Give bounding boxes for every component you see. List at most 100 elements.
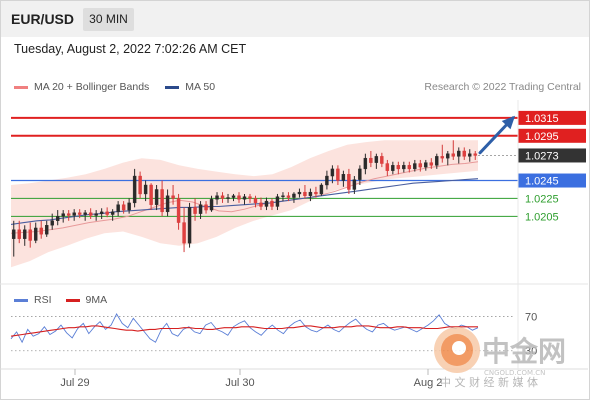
ma20-line — [10, 161, 479, 234]
candle-body — [94, 213, 98, 216]
candle-body — [336, 168, 340, 181]
symbol-label: EUR/USD — [11, 11, 75, 27]
candle-body — [347, 174, 351, 190]
candle-body — [242, 196, 247, 200]
candle-body — [39, 227, 43, 235]
candle-body — [407, 165, 412, 170]
candle-body — [292, 193, 296, 198]
rsi-swatch — [14, 298, 28, 302]
legend-item-rsi: RSI — [14, 294, 52, 306]
candle-body — [413, 163, 417, 170]
candle-body — [198, 204, 203, 214]
candle-body — [369, 157, 373, 163]
candle-body — [138, 175, 142, 195]
9ma-swatch — [65, 298, 80, 302]
legend-item-ma20: MA 20 + Bollinger Bands — [14, 81, 149, 93]
candle-body — [127, 202, 131, 211]
candle-body — [61, 213, 65, 217]
candle-body — [17, 229, 21, 239]
legend-item-9ma: 9MA — [65, 294, 107, 306]
candle-body — [385, 163, 390, 171]
candle-body — [248, 196, 252, 199]
candle-body — [34, 227, 38, 241]
level-label-box — [518, 173, 586, 188]
candle-body — [325, 175, 329, 186]
candle-body — [193, 207, 197, 214]
candle-body — [116, 204, 120, 213]
candle-body — [402, 165, 406, 170]
candle-body — [330, 168, 335, 177]
interval-button[interactable]: 30 MIN — [83, 8, 134, 31]
candle-body — [374, 156, 379, 163]
candle-body — [264, 200, 269, 207]
candle-body — [165, 195, 170, 213]
candle-body — [237, 195, 241, 200]
candle-body — [253, 198, 258, 204]
candle-body — [66, 213, 71, 216]
rsi-level-label: 30 — [525, 346, 537, 358]
watermark-sub: 中 文 财 经 新 媒 体 — [440, 375, 538, 389]
candle-body — [308, 191, 313, 196]
candle-body — [226, 197, 230, 199]
candle-body — [149, 184, 153, 205]
x-tick-label: Jul 30 — [225, 377, 254, 389]
candle-body — [182, 222, 186, 244]
candle-body — [275, 196, 280, 207]
candle-body — [83, 212, 87, 215]
candle-body — [418, 163, 423, 168]
x-tick-label: Jul 29 — [60, 377, 89, 389]
legend-label-ma50: MA 50 — [185, 81, 216, 93]
candle-body — [363, 157, 368, 170]
candle-body — [110, 211, 115, 215]
price-legend: MA 20 + Bollinger Bands MA 50 — [14, 81, 231, 93]
candle-body — [468, 153, 472, 157]
candle-body — [259, 202, 263, 207]
candle-body — [231, 195, 236, 198]
candle-body — [314, 191, 318, 195]
timestamp: Tuesday, August 2, 2022 7:02:26 AM CET — [14, 42, 247, 56]
level-label: 1.0295 — [525, 131, 559, 143]
candle-body — [303, 191, 307, 196]
candle-body — [99, 211, 104, 214]
candle-body — [270, 200, 274, 207]
candle-body — [440, 156, 444, 159]
candle-body — [187, 207, 192, 244]
header-bar: EUR/USD 30 MIN — [1, 1, 589, 37]
level-label: 1.0245 — [525, 176, 559, 188]
level-label-box — [518, 128, 586, 143]
candle-body — [154, 189, 159, 205]
watermark-url: CNGOLD.COM.CN — [484, 369, 545, 377]
candle-body — [12, 229, 16, 239]
candle-body — [209, 199, 214, 211]
candle-body — [297, 191, 302, 195]
level-label: 1.0315 — [525, 113, 559, 125]
projection-arrow-head — [501, 115, 516, 130]
rsi-legend: RSI 9MA — [14, 294, 121, 306]
x-tick-label: Aug 2 — [414, 377, 443, 389]
candle-body — [215, 195, 219, 200]
candle-body — [204, 204, 208, 211]
candle-body — [132, 175, 137, 204]
watermark-core — [452, 341, 466, 355]
candle-body — [319, 184, 324, 195]
candle-body — [220, 195, 225, 199]
candle-body — [451, 153, 455, 157]
candle-body — [380, 156, 384, 164]
candle-body — [286, 195, 291, 198]
candle-body — [396, 165, 401, 170]
candle-body — [391, 165, 395, 171]
candle-body — [176, 198, 181, 223]
candle-body — [72, 212, 76, 216]
legend-label-ma20: MA 20 + Bollinger Bands — [34, 81, 150, 93]
candle-body — [55, 216, 60, 221]
candles-group — [12, 140, 477, 257]
candle-body — [23, 229, 27, 239]
ma20-swatch — [14, 85, 28, 89]
candle-body — [424, 162, 428, 168]
candle-body — [435, 156, 439, 166]
rsi-line — [10, 313, 479, 344]
level-label: 1.0273 — [525, 150, 559, 162]
candle-body — [429, 162, 434, 166]
research-credit: Research © 2022 Trading Central — [424, 81, 581, 93]
